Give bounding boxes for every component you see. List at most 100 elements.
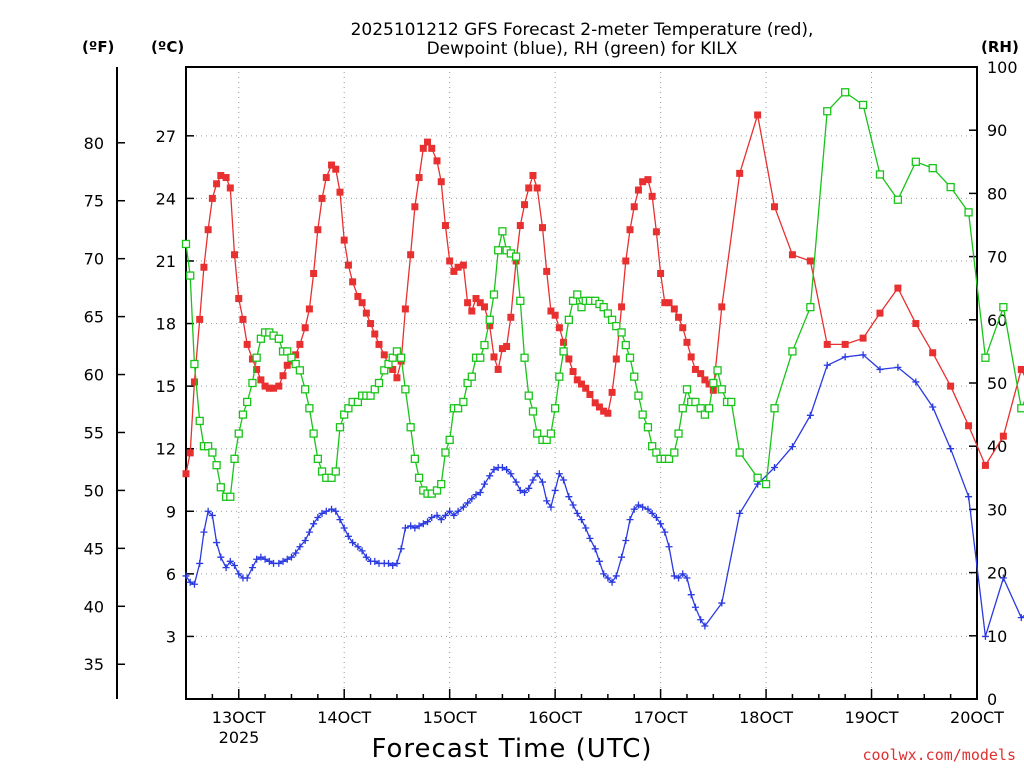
- rh-point: [248, 378, 257, 388]
- temperature-point: [626, 226, 634, 234]
- temperature-point: [876, 309, 884, 317]
- dewpoint-point: [701, 622, 709, 630]
- dewpoint-point: [626, 516, 634, 524]
- rh-point: [453, 404, 463, 413]
- temperature-point: [687, 353, 695, 361]
- dewpoint-point: [283, 555, 291, 563]
- dewpoint-point: [823, 361, 831, 369]
- temperature-point: [634, 186, 642, 194]
- rh-point: [911, 157, 920, 166]
- dewpoint-point: [182, 572, 190, 580]
- rh-point: [612, 321, 621, 331]
- temperature-point: [305, 305, 313, 313]
- dewpoint-point: [538, 478, 546, 486]
- rh-point: [476, 353, 485, 362]
- dewpoint-point: [261, 555, 269, 563]
- rh-point: [335, 423, 345, 432]
- x-tick-label: 16OCT: [528, 708, 582, 727]
- rh-point: [397, 353, 406, 362]
- temperature-point: [182, 470, 190, 478]
- temperature-point: [618, 303, 626, 311]
- dewpoint-point: [665, 543, 673, 551]
- rh-point: [181, 239, 191, 249]
- temperature-point: [428, 144, 436, 152]
- rh-point: [727, 397, 736, 407]
- rh-point: [678, 404, 687, 413]
- fahrenheit-tick-label: 35: [84, 655, 104, 674]
- dewpoint-point: [243, 574, 251, 582]
- dewpoint-point: [912, 378, 920, 386]
- temperature-point: [261, 382, 269, 390]
- temperature-point: [507, 313, 515, 321]
- temperature-point: [454, 263, 462, 271]
- temperature-point: [806, 257, 814, 265]
- temperature-point: [472, 295, 480, 303]
- rh-point: [648, 442, 657, 451]
- rh-point: [607, 315, 617, 324]
- dewpoint-point: [328, 505, 336, 513]
- dewpoint-point: [450, 511, 458, 519]
- dewpoint-point: [595, 557, 603, 565]
- dewpoint-point: [560, 476, 568, 484]
- temperature-point: [591, 399, 599, 407]
- dewpoint-point: [407, 522, 415, 530]
- rh-unit-label: (RH): [981, 38, 1019, 56]
- dewpoint-point: [389, 562, 397, 570]
- dewpoint-point: [344, 532, 352, 540]
- temperature-point: [441, 222, 449, 230]
- temperature-point: [344, 261, 352, 269]
- dewpoint-point: [265, 557, 273, 565]
- temperature-point: [253, 365, 261, 373]
- temperature-point: [419, 144, 427, 152]
- dewpoint-point: [965, 493, 973, 501]
- dewpoint-point: [679, 570, 687, 578]
- rh-point: [467, 372, 476, 381]
- temperature-point: [533, 184, 541, 192]
- temperature-point: [652, 228, 660, 236]
- dewpoint-point: [305, 528, 313, 536]
- temperature-point: [555, 324, 563, 332]
- dewpoint-point: [332, 507, 340, 515]
- rh-point: [252, 353, 261, 362]
- temperature-point: [788, 251, 796, 259]
- temperature-point: [1017, 365, 1024, 373]
- dewpoint-point: [446, 507, 454, 515]
- dewpoint-point: [525, 484, 533, 492]
- temperature-point: [190, 378, 198, 386]
- dewpoint-point: [340, 524, 348, 532]
- rh-point: [186, 271, 195, 280]
- rh-point: [704, 404, 714, 413]
- dewpoint-point: [454, 507, 462, 515]
- dewpoint-point: [516, 486, 524, 494]
- temperature-point: [446, 257, 454, 265]
- rh-point: [327, 473, 336, 482]
- rh-point: [295, 366, 305, 375]
- temperature-point: [622, 257, 630, 265]
- dewpoint-point: [644, 505, 652, 513]
- celsius-tick-label: 9: [166, 502, 176, 521]
- rh-point: [441, 448, 450, 457]
- temperature-point: [675, 313, 683, 321]
- rh-point: [599, 303, 608, 312]
- dewpoint-point: [670, 572, 678, 580]
- temperature-point: [604, 409, 612, 417]
- dewpoint-point: [806, 411, 814, 419]
- temperature-point: [248, 355, 256, 363]
- temperature-point: [648, 192, 656, 200]
- rh-point: [414, 473, 424, 482]
- temperature-point: [560, 338, 568, 346]
- dewpoint-point: [296, 543, 304, 551]
- dewpoint-point: [555, 470, 563, 478]
- temperature-point: [389, 365, 397, 373]
- dewpoint-point: [586, 534, 594, 542]
- rh-tick-label: 100: [987, 58, 1018, 77]
- dewpoint-point: [275, 559, 283, 567]
- rh-point: [216, 483, 225, 492]
- dewpoint-point: [691, 603, 699, 611]
- x-tick-label: 19OCT: [845, 708, 899, 727]
- temperature-point: [375, 340, 383, 348]
- dewpoint-point: [591, 545, 599, 553]
- temperature-point: [200, 263, 208, 271]
- dewpoint-point: [657, 520, 665, 528]
